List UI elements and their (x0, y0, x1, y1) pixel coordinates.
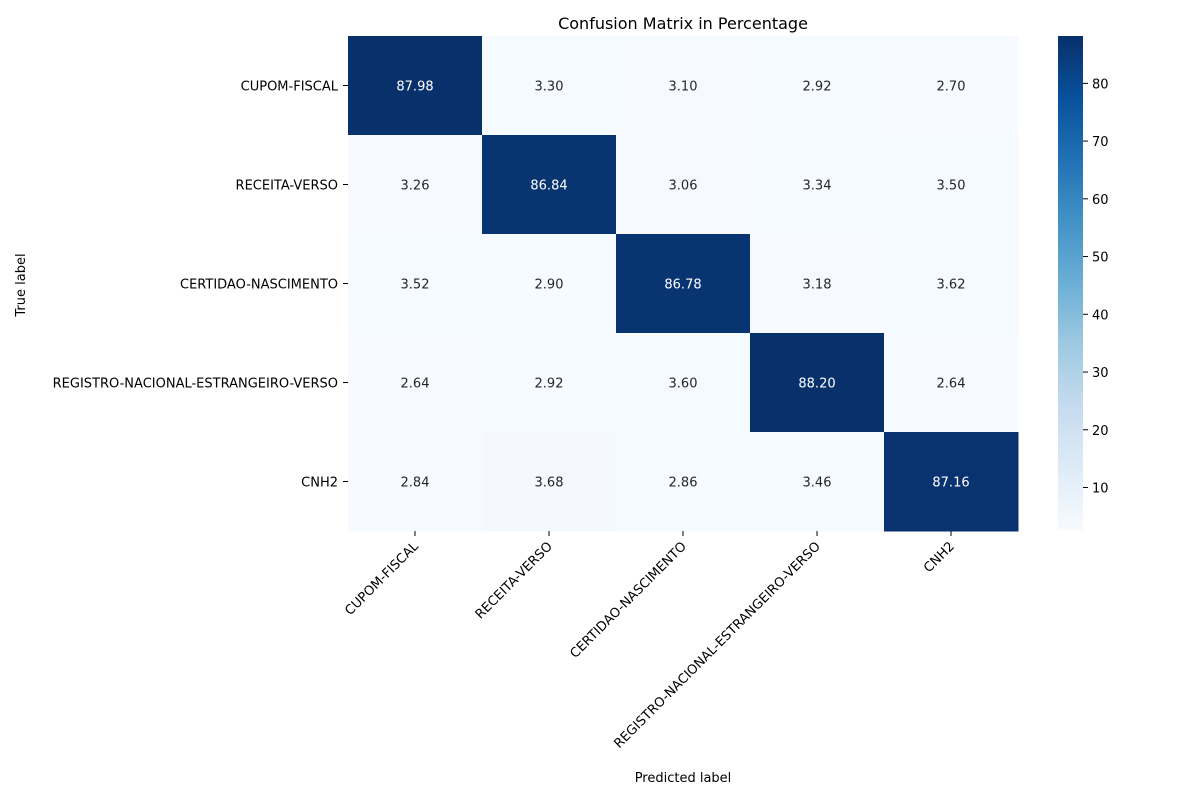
heatmap-cell (616, 432, 751, 532)
cell-value-label: 2.90 (535, 278, 564, 293)
x-axis: CUPOM-FISCAL RECEITA-VERSO CERTIDAO-NASCIM… (342, 531, 958, 752)
chart-title: Confusion Matrix in Percentage (558, 14, 808, 33)
colorbar-tick-label: 80 (1092, 77, 1109, 92)
heatmap-cell (348, 135, 483, 235)
heatmap-cell (750, 432, 885, 532)
colorbar-ticks: 10 20 30 40 50 60 70 80 (1083, 77, 1109, 497)
heatmap-cell (750, 333, 885, 433)
colorbar-tick-label: 10 (1092, 482, 1109, 497)
heatmap-cells (348, 36, 1019, 532)
heatmap-cell (750, 36, 885, 136)
colorbar-tick-label: 40 (1092, 308, 1109, 323)
y-tick-label: CERTIDAO-NASCIMENTO (180, 278, 338, 293)
cell-value-label: 3.06 (669, 179, 698, 194)
heatmap-cell (750, 234, 885, 334)
cell-labels: 87.98 3.30 3.10 2.92 2.70 3.26 86.84 3.06 3.34 3.… (396, 80, 969, 491)
heatmap-cell (348, 234, 483, 334)
cell-value-label: 3.62 (937, 278, 966, 293)
cell-value-label: 3.60 (669, 377, 698, 392)
heatmap-cell (482, 234, 617, 334)
cell-value-label: 87.98 (396, 80, 433, 95)
x-axis-label: Predicted label (635, 771, 732, 786)
heatmap-cell (884, 135, 1019, 235)
x-tick-label: RECEITA-VERSO (473, 539, 556, 622)
colorbar-tick-label: 20 (1092, 424, 1109, 439)
colorbar (1058, 36, 1083, 530)
heatmap-cell (616, 36, 751, 136)
heatmap-cell (482, 135, 617, 235)
y-tick-label: REGISTRO-NACIONAL-ESTRANGEIRO-VERSO (53, 377, 338, 392)
heatmap-cell (884, 432, 1019, 532)
heatmap-cell (616, 135, 751, 235)
cell-value-label: 2.86 (669, 476, 698, 491)
heatmap-cell (348, 333, 483, 433)
cell-value-label: 3.50 (937, 179, 966, 194)
x-tick-label: CERTIDAO-NASCIMENTO (567, 539, 689, 661)
heatmap-cell (884, 333, 1019, 433)
y-axis: CUPOM-FISCAL RECEITA-VERSO CERTIDAO-NASCIM… (53, 80, 348, 491)
cell-value-label: 3.10 (669, 80, 698, 95)
heatmap-cell (750, 135, 885, 235)
heatmap-cell (348, 432, 483, 532)
heatmap-cell (482, 432, 617, 532)
colorbar-tick-label: 30 (1092, 366, 1109, 381)
cell-value-label: 2.92 (535, 377, 564, 392)
cell-value-label: 3.34 (803, 179, 832, 194)
heatmap-cell (616, 333, 751, 433)
y-tick-label: RECEITA-VERSO (236, 179, 338, 194)
cell-value-label: 88.20 (798, 377, 835, 392)
x-tick-label: REGISTRO-NACIONAL-ESTRANGEIRO-VERSO (611, 539, 823, 751)
heatmap-cell (884, 36, 1019, 136)
y-tick-label: CUPOM-FISCAL (241, 80, 339, 95)
cell-value-label: 2.64 (937, 377, 966, 392)
heatmap-cell (616, 234, 751, 334)
cell-value-label: 3.52 (401, 278, 430, 293)
cell-value-label: 86.84 (530, 179, 567, 194)
y-tick-label: CNH2 (301, 476, 338, 491)
cell-value-label: 2.92 (803, 80, 832, 95)
colorbar-tick-label: 60 (1092, 193, 1109, 208)
cell-value-label: 86.78 (664, 278, 701, 293)
x-tick-label: CNH2 (921, 539, 958, 576)
heatmap-cell (348, 36, 483, 136)
cell-value-label: 3.30 (535, 80, 564, 95)
colorbar-tick-label: 50 (1092, 251, 1109, 266)
cell-value-label: 3.26 (401, 179, 430, 194)
heatmap-cell (482, 36, 617, 136)
cell-value-label: 3.46 (803, 476, 832, 491)
cell-value-label: 2.70 (937, 80, 966, 95)
x-tick-label: CUPOM-FISCAL (342, 539, 422, 619)
cell-value-label: 87.16 (932, 476, 969, 491)
heatmap-cell (884, 234, 1019, 334)
y-axis-label: True label (14, 253, 29, 317)
cell-value-label: 2.84 (401, 476, 430, 491)
colorbar-tick-label: 70 (1092, 135, 1109, 150)
cell-value-label: 2.64 (401, 377, 430, 392)
cell-value-label: 3.68 (535, 476, 564, 491)
heatmap-cell (482, 333, 617, 433)
cell-value-label: 3.18 (803, 278, 832, 293)
